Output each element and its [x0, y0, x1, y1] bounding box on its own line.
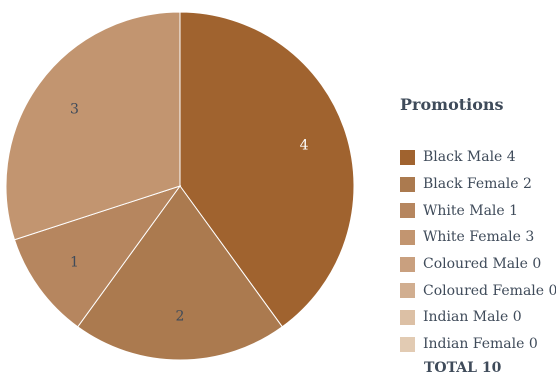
legend-swatch: [400, 149, 415, 165]
legend-swatch: [400, 229, 415, 245]
legend-swatch: [400, 309, 415, 325]
legend-label: White Male 1: [423, 202, 519, 219]
legend-item-indian-male: Indian Male 0: [400, 304, 556, 331]
pie-slice-white-male: [13, 185, 182, 328]
slice-label-white-male: 1: [70, 255, 79, 271]
legend-label: Coloured Female 0: [423, 282, 556, 299]
legend-item-coloured-male: Coloured Male 0: [400, 251, 556, 278]
pie-slice-black-male: [179, 11, 355, 328]
legend-label: Indian Female 0: [423, 336, 538, 353]
slice-label-black-male: 4: [300, 138, 309, 154]
pie-chart: 4 2 1 3: [5, 11, 355, 361]
legend-total: TOTAL 10: [424, 359, 502, 376]
slice-label-black-female: 2: [176, 309, 185, 325]
chart-title: Promotions: [400, 95, 504, 114]
legend-swatch: [400, 283, 415, 299]
pie-slice-white-female: [5, 11, 181, 241]
legend-swatch: [400, 256, 415, 272]
legend-item-black-female: Black Female 2: [400, 171, 556, 198]
legend-swatch: [400, 203, 415, 219]
slice-label-white-female: 3: [70, 101, 79, 117]
legend-items: Black Male 4 Black Female 2 White Male 1 Wh…: [400, 144, 556, 358]
legend-label: Black Male 4: [423, 149, 516, 166]
legend-item-white-male: White Male 1: [400, 197, 556, 224]
legend-item-black-male: Black Male 4: [400, 144, 556, 171]
legend-item-white-female: White Female 3: [400, 224, 556, 251]
legend-label: Indian Male 0: [423, 309, 522, 326]
legend-item-coloured-female: Coloured Female 0: [400, 277, 556, 304]
pie-slice-black-female: [77, 185, 283, 361]
legend-label: Coloured Male 0: [423, 256, 542, 273]
legend-label: White Female 3: [423, 229, 535, 246]
legend-swatch: [400, 336, 415, 352]
legend-item-indian-female: Indian Female 0: [400, 331, 556, 358]
legend-label: Black Female 2: [423, 176, 532, 193]
legend-swatch: [400, 176, 415, 192]
legend: Promotions Black Male 4 Black Female 2 Whi…: [400, 94, 556, 378]
